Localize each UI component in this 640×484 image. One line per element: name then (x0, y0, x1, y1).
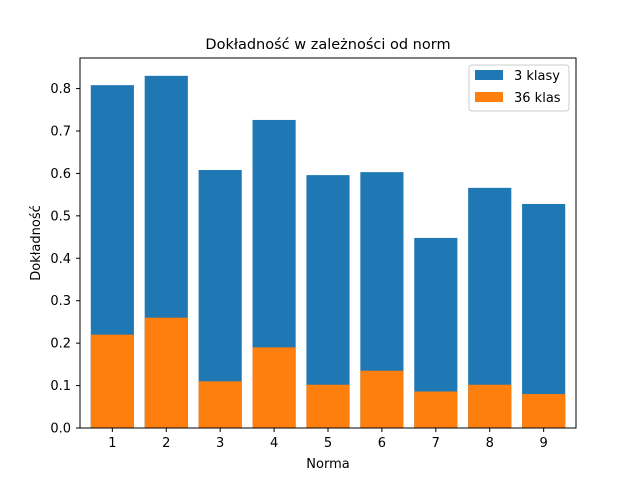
y-tick-label: 0.6 (50, 167, 71, 182)
plot-frame (79, 57, 577, 429)
y-axis-label: Dokładność (29, 205, 44, 281)
legend-label-36-klas: 36 klas (514, 91, 561, 106)
bar-3-klasy-9 (522, 203, 566, 428)
x-tick-label: 6 (378, 436, 386, 451)
bar-36-klas-9 (522, 394, 566, 428)
x-tick-label: 3 (216, 436, 224, 451)
x-tick-label: 7 (432, 436, 440, 451)
y-tick-label: 0.7 (50, 124, 71, 139)
y-tick-label: 0.8 (50, 82, 71, 97)
y-tick-label: 0.4 (50, 252, 71, 267)
x-tick-label: 8 (486, 436, 494, 451)
bar-36-klas-1 (90, 334, 134, 428)
chart-title: Dokładność w zależności od norm (205, 37, 450, 53)
x-axis-ticks: 1 2 3 4 5 6 7 8 9 (108, 428, 548, 451)
bar-36-klas-6 (360, 370, 404, 428)
bar-36-klas-8 (468, 384, 512, 428)
x-tick-label: 5 (324, 436, 332, 451)
x-tick-label: 1 (108, 436, 116, 451)
x-tick-label: 2 (162, 436, 170, 451)
y-tick-label: 0.0 (50, 422, 71, 437)
y-axis-ticks: 0.0 0.1 0.2 0.3 0.4 0.5 0.6 0.7 0.8 (50, 82, 80, 437)
legend-swatch-36-klas (475, 92, 503, 102)
y-tick-label: 0.5 (50, 209, 71, 224)
x-tick-label: 4 (270, 436, 278, 451)
y-tick-label: 0.3 (50, 294, 71, 309)
bar-36-klas-7 (414, 391, 458, 428)
legend-swatch-3-klasy (475, 70, 503, 80)
bar-36-klas-5 (306, 384, 350, 428)
legend-label-3-klasy: 3 klasy (514, 69, 560, 84)
x-tick-label: 9 (540, 436, 548, 451)
bars-layer (90, 75, 566, 429)
y-tick-label: 0.2 (50, 337, 71, 352)
legend: 3 klasy 36 klas (468, 64, 570, 112)
bar-36-klas-3 (198, 381, 242, 428)
bar-36-klas-4 (252, 347, 296, 428)
y-tick-label: 0.1 (50, 379, 71, 394)
x-axis-label: Norma (306, 457, 349, 472)
bar-36-klas-2 (144, 317, 188, 428)
